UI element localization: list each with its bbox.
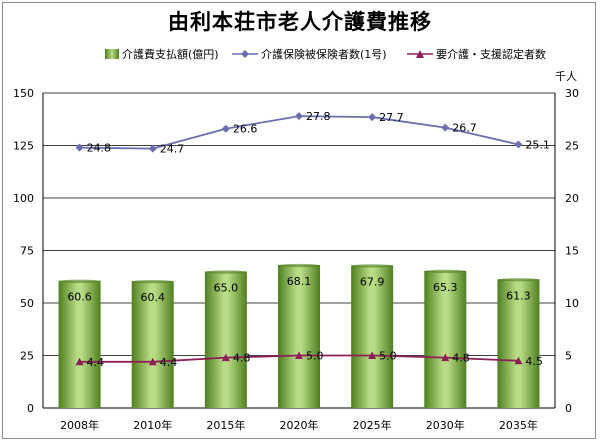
line-data-label: 4.8 [452,352,470,365]
bar-top [351,264,394,268]
y-right-tick-label: 0 [565,402,572,415]
y-left-tick-label: 25 [20,350,34,363]
bar-top [424,269,467,273]
line-data-label: 5.0 [306,350,324,363]
chart-title: 由利本荘市老人介護費推移 [168,10,432,34]
x-tick-label: 2035年 [499,418,538,432]
bar-data-label: 60.6 [67,291,92,304]
line-marker [148,357,157,366]
line-marker [148,144,157,153]
legend-line2-swatch [407,50,433,58]
line-data-label: 4.4 [160,356,178,369]
line-data-label: 5.0 [379,350,397,363]
x-tick-label: 2030年 [426,418,465,432]
line-marker [368,113,377,122]
line-marker [441,123,450,132]
x-tick-label: 2020年 [280,418,319,432]
y-right-tick-label: 30 [565,87,579,100]
legend-bar-label: 介護費支払額(億円) [122,48,219,61]
bar-top [497,278,540,282]
line-data-label: 27.7 [379,111,404,124]
legend: 介護費支払額(億円) 介護保険被保険者数(1号) 要介護・支援認定者数 [0,46,600,62]
line-data-label: 26.6 [233,123,258,136]
line-marker [221,124,230,133]
legend-item-bar: 介護費支払額(億円) [105,46,219,62]
bar [131,281,174,408]
bar-top [58,279,101,283]
bar [58,280,101,408]
x-tick-label: 2015年 [206,418,245,432]
bar-data-label: 61.3 [506,289,531,302]
line-marker [514,356,523,365]
y-left-tick-label: 100 [13,192,34,205]
line-data-label: 24.8 [87,142,112,155]
bar-top [278,263,320,268]
bar-data-label: 68.1 [287,275,312,288]
y-left-tick-label: 50 [20,297,34,310]
line-data-label: 4.4 [87,356,105,369]
bar [351,265,394,408]
y-right-tick-label: 25 [565,140,579,153]
line-marker [295,112,303,121]
line-marker [514,140,523,149]
bar [278,264,320,408]
bar-data-label: 60.4 [140,291,165,304]
line-data-label: 27.8 [306,110,331,123]
line-marker [75,357,84,366]
bar-top [204,270,247,274]
chart-frame [2,2,596,439]
right-axis-unit: 千人 [555,70,577,83]
y-right-tick-label: 5 [565,350,572,363]
legend-line2-label: 要介護・支援認定者数 [436,48,546,61]
y-right-tick-label: 10 [565,297,579,310]
y-left-tick-label: 150 [13,87,34,100]
line-data-label: 4.8 [233,352,251,365]
y-left-tick-label: 75 [20,245,34,258]
y-left-tick-label: 0 [27,402,34,415]
line-marker [295,351,303,359]
line-marker [75,143,84,152]
line-data-label: 25.1 [525,138,550,151]
line-marker [368,351,377,359]
x-tick-label: 2025年 [353,418,392,432]
bar-top [131,280,174,284]
line-marker [441,353,450,362]
legend-item-line2: 要介護・支援認定者数 [407,46,546,62]
line-data-label: 26.7 [452,122,477,135]
y-right-tick-label: 15 [565,245,579,258]
bar-data-label: 65.3 [433,281,458,294]
bar [424,270,467,408]
legend-line1-label: 介護保険被保険者数(1号) [261,48,387,61]
bar-data-label: 67.9 [360,275,385,288]
legend-line1-swatch [232,50,258,58]
line-data-label: 4.5 [525,355,543,368]
x-tick-label: 2010年 [133,418,172,432]
y-right-tick-label: 20 [565,192,579,205]
bar-data-label: 65.0 [214,282,239,295]
bar [204,271,247,408]
legend-bar-swatch [105,49,119,59]
bar [497,279,540,408]
x-tick-label: 2008年 [60,418,99,432]
line-marker [221,353,230,362]
line-data-label: 24.7 [160,143,185,156]
legend-item-line1: 介護保険被保険者数(1号) [232,46,387,62]
y-left-tick-label: 125 [13,140,34,153]
